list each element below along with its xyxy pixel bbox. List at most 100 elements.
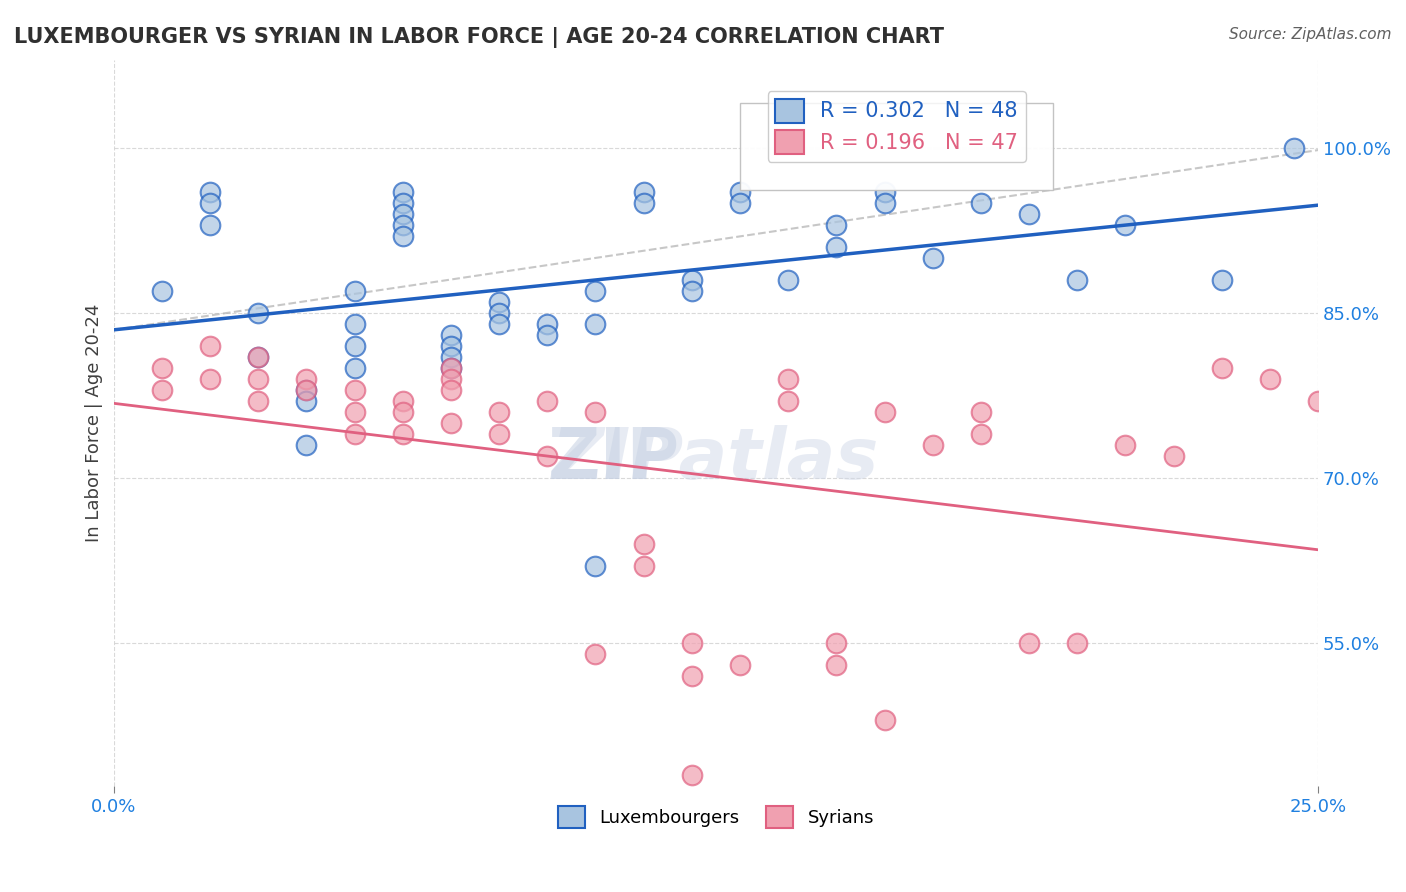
Point [295,372,318,386]
Point [778,273,800,287]
Point [633,559,655,574]
Point [825,636,848,650]
Point [873,405,896,419]
Point [681,768,703,782]
Point [1114,218,1136,232]
Point [440,350,463,364]
Legend: Luxembourgers, Syrians: Luxembourgers, Syrians [550,799,882,836]
Point [1066,636,1088,650]
Point [247,350,270,364]
Point [1308,394,1330,409]
Point [1211,273,1233,287]
Point [1018,636,1040,650]
Point [150,361,173,376]
Y-axis label: In Labor Force | Age 20-24: In Labor Force | Age 20-24 [86,304,103,542]
Point [1018,207,1040,221]
Point [536,327,558,342]
Point [921,251,943,265]
Point [778,372,800,386]
Point [343,427,366,442]
Point [536,317,558,331]
Point [681,636,703,650]
Point [1282,141,1305,155]
FancyBboxPatch shape [740,103,1053,190]
Point [633,185,655,199]
Point [585,648,607,662]
Point [198,339,221,353]
Point [391,207,413,221]
Point [150,383,173,397]
Point [585,559,607,574]
Point [825,218,848,232]
Text: Source: ZipAtlas.com: Source: ZipAtlas.com [1229,27,1392,42]
Point [825,658,848,673]
Point [391,427,413,442]
Point [295,383,318,397]
Point [1066,273,1088,287]
Point [681,273,703,287]
Point [343,339,366,353]
Point [681,669,703,683]
Point [825,240,848,254]
Point [295,383,318,397]
Point [1163,449,1185,463]
Point [585,405,607,419]
Point [1211,361,1233,376]
Point [295,438,318,452]
Point [633,537,655,551]
Point [440,416,463,430]
Point [247,350,270,364]
Point [247,372,270,386]
Point [440,383,463,397]
Point [728,195,751,210]
Point [198,218,221,232]
Point [488,427,510,442]
Point [536,394,558,409]
Point [873,714,896,728]
Point [970,195,993,210]
Point [585,317,607,331]
Point [198,195,221,210]
Point [488,317,510,331]
Point [873,195,896,210]
Point [391,195,413,210]
Point [247,394,270,409]
Point [391,228,413,243]
Point [921,438,943,452]
Point [391,185,413,199]
Point [343,383,366,397]
Point [536,449,558,463]
Point [343,405,366,419]
Point [633,195,655,210]
Point [1258,372,1281,386]
Point [488,405,510,419]
Point [873,185,896,199]
Text: LUXEMBOURGER VS SYRIAN IN LABOR FORCE | AGE 20-24 CORRELATION CHART: LUXEMBOURGER VS SYRIAN IN LABOR FORCE | … [14,27,943,48]
Point [440,361,463,376]
Point [440,372,463,386]
Point [247,306,270,320]
Point [778,394,800,409]
Point [681,284,703,298]
Point [343,317,366,331]
Point [391,394,413,409]
Point [440,327,463,342]
Point [150,284,173,298]
Point [970,405,993,419]
Point [391,218,413,232]
Point [440,339,463,353]
Point [488,306,510,320]
Point [728,658,751,673]
Point [440,361,463,376]
Point [585,284,607,298]
Point [391,405,413,419]
Point [343,284,366,298]
Point [1114,438,1136,452]
Text: ZIP: ZIP [547,425,679,494]
Point [343,361,366,376]
Point [488,294,510,309]
Text: ZIPatlas: ZIPatlas [553,425,880,494]
Point [970,427,993,442]
Point [198,185,221,199]
Point [728,185,751,199]
